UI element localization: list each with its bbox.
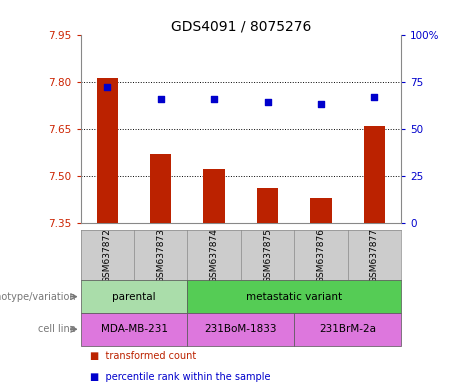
Text: parental: parental [112, 291, 156, 302]
Point [317, 101, 325, 107]
Text: GSM637874: GSM637874 [210, 228, 219, 283]
Bar [97, 78, 118, 223]
Text: GSM637876: GSM637876 [316, 228, 325, 283]
Text: GSM637872: GSM637872 [103, 228, 112, 283]
Text: genotype/variation: genotype/variation [0, 291, 76, 302]
Text: ■  percentile rank within the sample: ■ percentile rank within the sample [90, 372, 271, 382]
Point [211, 96, 218, 102]
Text: cell line: cell line [38, 324, 76, 334]
Point [371, 94, 378, 100]
Point [157, 96, 165, 102]
Bar [188, 313, 294, 346]
Bar [150, 154, 171, 223]
Bar [364, 126, 385, 223]
Point [264, 99, 271, 105]
Bar [257, 188, 278, 223]
Bar [81, 313, 188, 346]
Title: GDS4091 / 8075276: GDS4091 / 8075276 [171, 20, 311, 33]
Bar [294, 313, 401, 346]
Bar [310, 198, 331, 223]
Text: ■  transformed count: ■ transformed count [90, 351, 196, 361]
Text: GSM637873: GSM637873 [156, 228, 165, 283]
Bar [203, 169, 225, 223]
Text: 231BrM-2a: 231BrM-2a [319, 324, 376, 334]
Bar [188, 280, 401, 313]
Text: 231BoM-1833: 231BoM-1833 [205, 324, 277, 334]
Bar [81, 280, 188, 313]
Text: GSM637875: GSM637875 [263, 228, 272, 283]
Text: metastatic variant: metastatic variant [246, 291, 343, 302]
Point [104, 84, 111, 90]
Text: MDA-MB-231: MDA-MB-231 [100, 324, 168, 334]
Text: GSM637877: GSM637877 [370, 228, 379, 283]
